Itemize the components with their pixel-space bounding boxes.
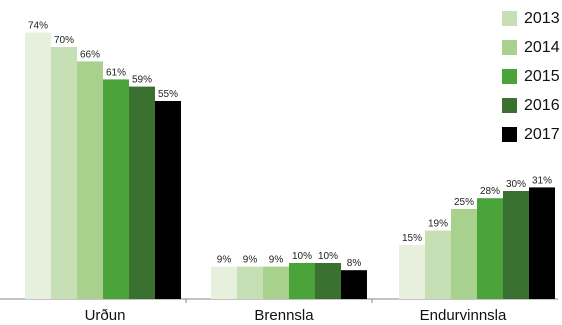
bar-1-4 <box>315 263 341 299</box>
legend-label: 2017 <box>524 125 560 143</box>
bar-label-0-5: 55% <box>158 89 178 100</box>
legend-swatch <box>502 11 517 26</box>
bar-1-3 <box>289 263 315 299</box>
bar-label-0-2: 66% <box>80 49 100 60</box>
bar-label-0-1: 70% <box>54 35 74 46</box>
legend-label: 2016 <box>524 96 560 114</box>
bar-label-2-4: 30% <box>506 179 526 190</box>
bar-2-2 <box>451 209 477 299</box>
legend-swatch <box>502 127 517 142</box>
legend-label: 2015 <box>524 67 560 85</box>
bar-1-2 <box>263 266 289 299</box>
bar-label-0-3: 61% <box>106 67 126 78</box>
legend-item-2017: 2017 <box>502 120 562 149</box>
legend-label: 2014 <box>524 38 560 56</box>
bar-2-3 <box>477 198 503 299</box>
bar-labels: 74% 9% 15% 70% 9% 19% 66% 9% 25% 61% 10% 28% 59% 10% 3… <box>28 21 552 270</box>
legend-item-2016: 2016 <box>502 91 562 120</box>
bar-label-2-0: 15% <box>402 233 422 244</box>
bar-0-4 <box>129 86 155 299</box>
category-label-0: Urðun <box>85 307 126 324</box>
legend-swatch <box>502 98 517 113</box>
legend-item-2013: 2013 <box>502 4 562 33</box>
bar-0-1 <box>51 47 77 299</box>
legend: 2013 2014 2015 2016 2017 <box>502 4 562 149</box>
legend-item-2015: 2015 <box>502 62 562 91</box>
bar-label-1-5: 8% <box>347 258 362 269</box>
bar-label-1-1: 9% <box>243 255 258 266</box>
bar-2-4 <box>503 191 529 299</box>
legend-swatch <box>502 69 517 84</box>
legend-swatch <box>502 40 517 55</box>
category-label-2: Endurvinnsla <box>420 307 507 324</box>
bar-label-1-0: 9% <box>217 255 232 266</box>
bar-label-2-5: 31% <box>532 175 552 186</box>
bar-label-1-2: 9% <box>269 255 284 266</box>
legend-label: 2013 <box>524 9 560 27</box>
bar-label-0-4: 59% <box>132 75 152 86</box>
category-label-1: Brennsla <box>254 307 314 324</box>
legend-item-2014: 2014 <box>502 33 562 62</box>
bar-0-0 <box>25 32 51 299</box>
bar-label-2-2: 25% <box>454 197 474 208</box>
bar-2-0 <box>399 245 425 299</box>
bar-2-5 <box>529 187 555 299</box>
bar-0-3 <box>103 79 129 300</box>
bars <box>25 32 555 300</box>
bar-1-0 <box>211 266 237 299</box>
bar-2-1 <box>425 230 451 299</box>
bar-1-5 <box>341 270 367 299</box>
bar-1-1 <box>237 266 263 299</box>
bar-label-2-1: 19% <box>428 219 448 230</box>
bar-label-2-3: 28% <box>480 186 500 197</box>
bar-label-1-4: 10% <box>318 251 338 262</box>
category-labels: Urðun Brennsla Endurvinnsla <box>85 307 507 324</box>
bar-0-2 <box>77 61 103 300</box>
bar-label-0-0: 74% <box>28 21 48 32</box>
bar-0-5 <box>155 101 181 299</box>
bar-label-1-3: 10% <box>292 251 312 262</box>
